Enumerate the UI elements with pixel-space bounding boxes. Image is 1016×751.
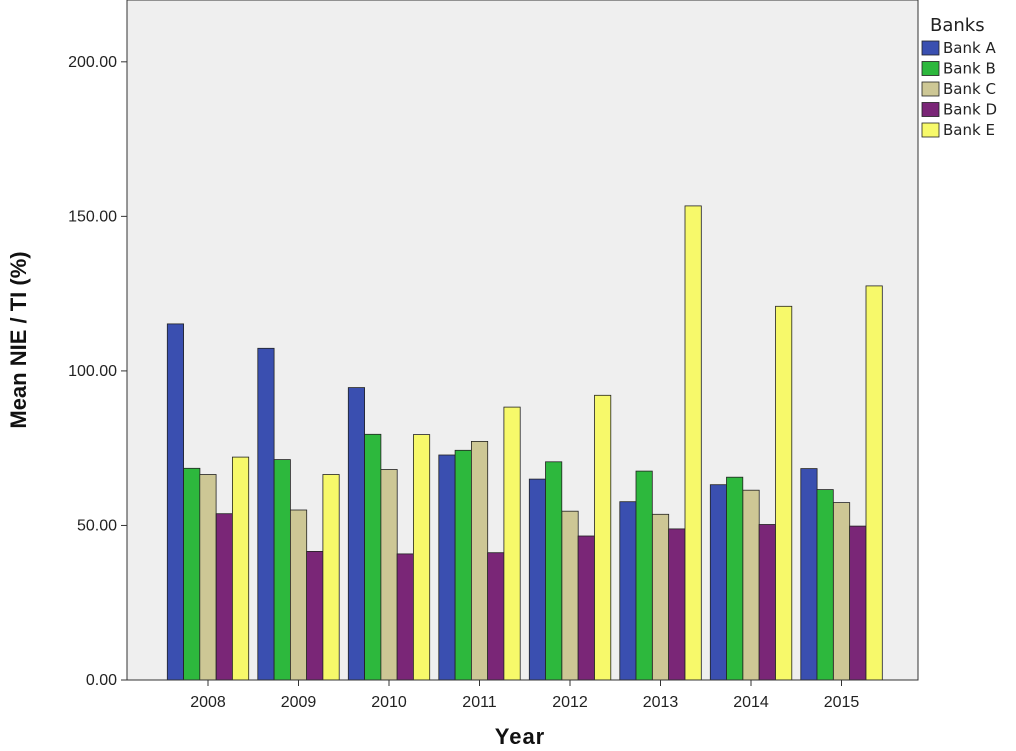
bar-bank-a-2010	[347, 387, 365, 681]
x-tick-label: 2013	[643, 694, 679, 711]
legend-label: Bank E	[943, 121, 995, 139]
x-tick-label: 2010	[371, 694, 407, 711]
bar-bank-e-2013	[684, 205, 702, 681]
legend-title: Banks	[930, 15, 985, 36]
bar-bank-b-2012	[545, 461, 563, 681]
x-tick-label: 2011	[462, 694, 497, 711]
bar-bank-a-2015	[800, 468, 818, 681]
bar-bank-c-2008	[199, 474, 217, 681]
bar-bank-e-2009	[322, 474, 340, 681]
bar-bank-a-2008	[166, 323, 185, 681]
bar-bank-b-2008	[183, 467, 201, 681]
bar-bank-e-2008	[231, 456, 250, 681]
legend-label: Bank B	[943, 60, 996, 78]
x-tick-label: 2009	[281, 694, 317, 711]
bar-bank-b-2009	[273, 459, 291, 681]
bar-bank-d-2008	[215, 513, 233, 681]
x-axis-title: Year	[495, 724, 546, 749]
y-tick-label: 0.00	[86, 672, 117, 689]
y-tick-label: 200.00	[68, 54, 117, 71]
legend-swatch	[921, 61, 940, 76]
bar-bank-e-2011	[503, 406, 521, 681]
y-axis: 0.00 50.00 100.00 150.00 200.00	[68, 0, 128, 689]
bar-bank-c-2011	[470, 440, 489, 681]
bar-bank-b-2015	[816, 489, 834, 681]
bar-bank-b-2014	[726, 476, 744, 681]
bar-bank-d-2010	[396, 553, 414, 681]
legend-swatch	[921, 40, 940, 56]
bar-bank-e-2015	[865, 285, 883, 681]
bar-bank-a-2014	[709, 484, 727, 681]
bar-bank-a-2013	[619, 501, 637, 681]
bar-bank-c-2012	[561, 510, 579, 681]
x-axis: 2008 2009 2010 2011 2012 2013 2014 2015	[127, 679, 918, 711]
bar-bank-c-2010	[380, 469, 398, 681]
legend-label: Bank D	[943, 101, 997, 119]
bar-bank-e-2014	[775, 305, 793, 681]
bar-bank-b-2013	[635, 470, 653, 681]
bar-bank-a-2009	[257, 347, 275, 681]
bar-bank-d-2015	[849, 525, 867, 681]
x-tick-label: 2015	[824, 694, 860, 711]
bar-bank-a-2012	[528, 478, 546, 681]
x-tick-label: 2012	[552, 694, 588, 711]
legend-swatch	[921, 102, 940, 117]
bar-bank-d-2011	[487, 552, 505, 681]
bar-bank-c-2013	[652, 513, 670, 681]
legend-swatch	[921, 122, 940, 138]
bar-bank-b-2011	[454, 449, 472, 681]
bar-bank-d-2014	[758, 524, 776, 681]
y-axis-title: Mean NIE / TI (%)	[6, 251, 31, 428]
bar-bank-d-2013	[668, 528, 686, 681]
x-tick-label: 2014	[733, 694, 769, 711]
bar-bank-c-2014	[742, 489, 760, 681]
legend-label: Bank A	[943, 39, 996, 57]
legend: Bank A Bank B Bank C Bank D Bank E	[921, 39, 997, 139]
bar-bank-d-2009	[306, 551, 324, 681]
y-tick-label: 50.00	[77, 517, 117, 534]
bar-bank-a-2011	[438, 454, 456, 681]
legend-swatch	[921, 81, 940, 97]
y-tick-label: 100.00	[68, 363, 117, 380]
legend-label: Bank C	[943, 80, 996, 98]
y-tick-label: 150.00	[68, 208, 117, 225]
bar-bank-c-2015	[833, 502, 851, 681]
bar-bank-e-2012	[594, 394, 612, 681]
bars-group	[166, 205, 883, 681]
bar-bank-c-2009	[289, 509, 308, 681]
x-tick-label: 2008	[190, 694, 226, 711]
bar-bank-e-2010	[412, 434, 431, 681]
bar-bank-b-2010	[364, 433, 382, 681]
bar-bank-d-2012	[577, 535, 595, 681]
